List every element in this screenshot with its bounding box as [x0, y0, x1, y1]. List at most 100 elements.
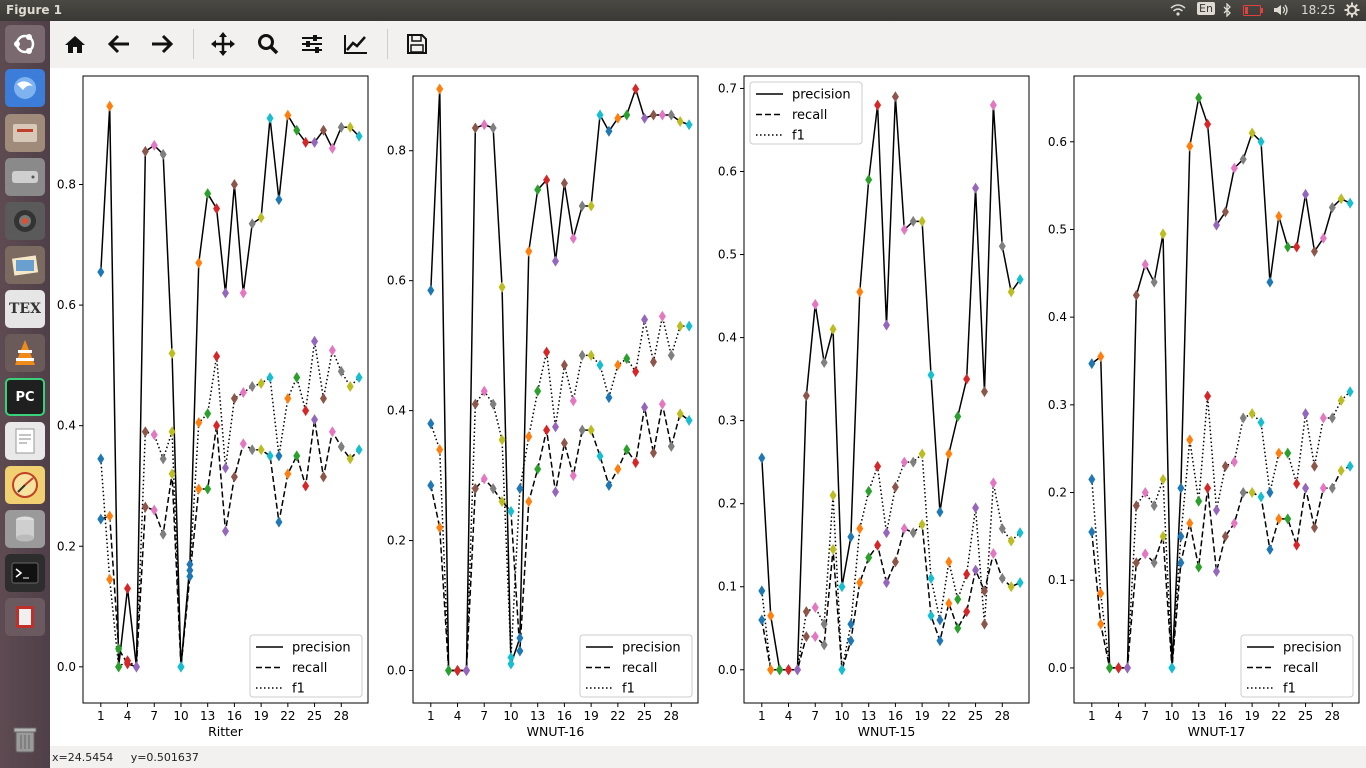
bluetooth-icon[interactable] [1222, 2, 1232, 20]
trash-icon[interactable] [5, 720, 45, 758]
y-tick-label: 0.0 [1048, 661, 1067, 675]
configure-subplots-icon[interactable] [297, 30, 327, 58]
spyder-icon[interactable] [5, 466, 45, 504]
data-point-marker [758, 452, 766, 464]
wifi-icon[interactable] [1170, 3, 1186, 20]
data-point-marker [1204, 390, 1212, 402]
data-point-marker [980, 585, 988, 597]
x-tick-label: 13 [1191, 709, 1206, 723]
file-manager-icon[interactable] [5, 114, 45, 152]
camera-icon[interactable] [5, 202, 45, 240]
keyboard-layout-indicator[interactable]: En [1197, 2, 1215, 15]
data-point-marker [918, 215, 926, 227]
book-icon[interactable] [5, 598, 45, 636]
data-point-marker [1195, 561, 1203, 573]
disk-icon[interactable] [5, 158, 45, 196]
data-point-marker [1310, 522, 1318, 534]
axes-frame [82, 75, 369, 704]
series-line-f1 [100, 341, 360, 669]
data-point-marker [132, 661, 140, 673]
data-point-marker [767, 664, 775, 676]
data-point-marker [284, 109, 292, 121]
battery-icon[interactable] [1243, 5, 1263, 19]
data-point-marker [847, 635, 855, 647]
subplot-2: 1 4 7 10 13 16 19 22 25 28 0.0 0.2 0.4 0.6 0.8 WNUT-16 p… [387, 75, 699, 739]
x-tick-label: 28 [664, 709, 679, 723]
data-point-marker [1088, 473, 1096, 485]
browser-icon[interactable] [5, 69, 45, 107]
photos-icon[interactable] [5, 246, 45, 284]
data-point-marker [168, 468, 176, 480]
data-point-marker [230, 471, 238, 483]
x-tick-label: 16 [1218, 709, 1233, 723]
data-point-marker [578, 349, 586, 361]
data-point-marker [1302, 188, 1310, 200]
ubuntu-logo-icon[interactable] [5, 25, 45, 63]
data-point-marker [1302, 482, 1310, 494]
legend-entry-precision: precision [1283, 641, 1342, 656]
data-point-marker [658, 109, 666, 121]
data-point-marker [560, 437, 568, 449]
tex-icon[interactable]: TEX [5, 290, 45, 328]
terminal-icon[interactable] [5, 554, 45, 592]
settings-gear-icon[interactable] [1344, 2, 1360, 21]
x-tick-label: 4 [785, 709, 793, 723]
data-point-marker [1266, 544, 1274, 556]
x-axis-label: WNUT-17 [1188, 724, 1246, 739]
data-point-marker [1266, 276, 1274, 288]
data-point-marker [838, 581, 846, 593]
data-point-marker [1159, 473, 1167, 485]
save-icon[interactable] [402, 30, 432, 58]
y-tick-label: 0.7 [718, 81, 737, 95]
data-point-marker [106, 573, 114, 585]
data-point-marker [802, 631, 810, 643]
data-point-marker [525, 245, 533, 257]
data-point-marker [141, 501, 149, 513]
edit-axis-icon[interactable] [341, 30, 371, 58]
data-point-marker [1213, 565, 1220, 577]
data-point-marker [1132, 500, 1140, 512]
data-point-marker [1275, 210, 1283, 222]
data-point-marker [945, 448, 953, 460]
data-point-marker [1007, 535, 1015, 547]
legend-entry-recall: recall [792, 108, 827, 123]
data-point-marker [1177, 557, 1185, 569]
top-menu-bar: Figure 1 En 18:25 [0, 0, 1366, 21]
data-point-marker [230, 179, 238, 191]
data-point-marker [186, 564, 194, 576]
pycharm-icon[interactable]: PC [5, 378, 45, 416]
data-point-marker [758, 614, 766, 626]
data-point-marker [534, 184, 542, 196]
data-point-marker [658, 398, 666, 410]
database-icon[interactable] [5, 510, 45, 548]
data-point-marker [883, 527, 890, 539]
data-point-marker [900, 224, 908, 236]
back-arrow-icon[interactable] [104, 30, 134, 58]
data-point-marker [793, 664, 801, 676]
zoom-icon[interactable] [253, 30, 283, 58]
data-point-marker [998, 572, 1006, 584]
data-point-marker [1302, 408, 1310, 420]
pan-icon[interactable] [208, 30, 238, 58]
data-point-marker [159, 453, 167, 465]
data-point-marker [552, 421, 559, 433]
legend-entry-f1: f1 [622, 682, 635, 697]
data-point-marker [525, 496, 533, 508]
y-tick-label: 0.0 [57, 660, 76, 674]
data-point-marker [222, 287, 229, 299]
text-editor-icon[interactable] [5, 422, 45, 460]
forward-arrow-icon[interactable] [147, 30, 177, 58]
data-point-marker [963, 568, 971, 580]
legend-entry-recall: recall [1283, 661, 1318, 676]
vlc-icon[interactable] [5, 334, 45, 372]
data-point-marker [543, 174, 551, 186]
volume-icon[interactable] [1273, 3, 1289, 20]
data-point-marker [213, 203, 221, 215]
data-point-marker [963, 606, 971, 618]
data-point-marker [596, 450, 604, 462]
clock[interactable]: 18:25 [1301, 3, 1336, 17]
data-point-marker [248, 218, 256, 230]
data-point-marker [124, 655, 132, 667]
figure-canvas[interactable]: 1 4 7 10 13 16 19 22 25 28 0.0 0.2 0.4 0.6 0.8 Ritter pr… [50, 68, 1366, 746]
home-icon[interactable] [60, 30, 90, 58]
